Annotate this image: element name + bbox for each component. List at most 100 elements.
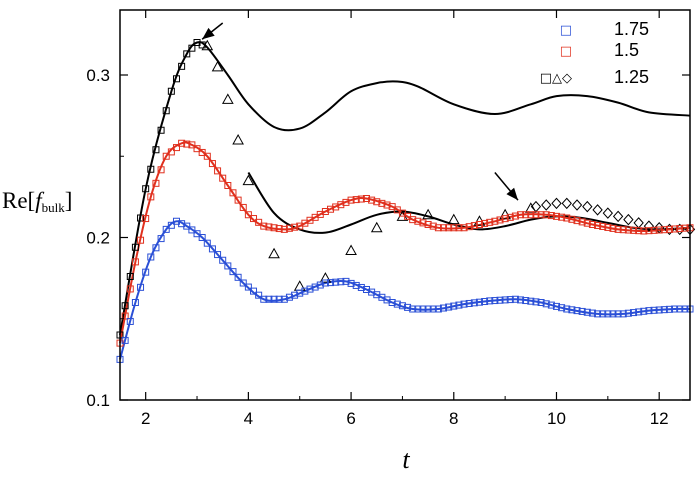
marker-1-5 (588, 221, 596, 228)
marker-1-5 (460, 224, 468, 232)
marker-1-25-lower-branch (643, 220, 655, 232)
marker-1-75 (347, 279, 355, 287)
marker-1-75 (316, 281, 324, 289)
marker-1-75 (301, 287, 309, 295)
marker-1-5 (455, 224, 463, 232)
marker-1-75 (655, 306, 663, 314)
marker-1-75 (131, 299, 139, 306)
x-tick-label: 12 (650, 409, 669, 428)
marker-1-5 (131, 258, 139, 266)
marker-1-5 (573, 217, 581, 225)
marker-1-75 (291, 291, 299, 299)
marker-1-5 (137, 236, 145, 244)
marker-1-5 (655, 226, 663, 234)
marker-1-5 (352, 196, 360, 204)
x-tick-label: 6 (346, 409, 355, 428)
marker-1-5 (676, 225, 684, 233)
marker-1-25-lower-branch (582, 200, 593, 213)
marker-1-5 (357, 195, 365, 203)
y-tick-label: 0.3 (86, 66, 110, 85)
marker-1-5 (142, 215, 150, 223)
marker-1-75 (542, 300, 550, 308)
marker-1-25-lower-branch (571, 199, 583, 211)
marker-1-75 (552, 302, 560, 310)
marker-1-5 (414, 217, 422, 225)
marker-1-75 (137, 283, 145, 291)
marker-1-5 (624, 226, 632, 234)
marker-1-5 (291, 223, 299, 231)
marker-1-5 (342, 198, 350, 206)
marker-1-75 (357, 283, 365, 291)
marker-1-75 (167, 221, 175, 229)
marker-1-75 (424, 305, 432, 313)
marker-1-75 (501, 296, 509, 304)
marker-1-5 (552, 212, 560, 220)
marker-1-5 (362, 195, 370, 202)
marker-1-75 (496, 296, 504, 304)
marker-1-75 (676, 305, 684, 313)
marker-1-75 (260, 295, 268, 303)
marker-1-5 (229, 189, 237, 197)
marker-1-5 (665, 225, 673, 233)
marker-1-75 (486, 297, 494, 305)
marker-1-5 (506, 213, 514, 221)
marker-1-75 (162, 225, 170, 233)
marker-1-5 (583, 219, 591, 227)
marker-1-25 (142, 185, 150, 193)
marker-1-5 (409, 216, 417, 224)
marker-1-25-lower-branch (561, 197, 572, 210)
marker-1-5 (640, 227, 648, 235)
marker-1-25 (167, 87, 175, 95)
marker-1-25 (172, 75, 180, 83)
marker-1-5 (630, 226, 638, 234)
marker-1-5 (373, 198, 381, 206)
marker-1-75 (630, 309, 638, 317)
marker-1-75 (219, 256, 227, 264)
marker-1-75 (419, 305, 427, 313)
legend-marker-0: □ (560, 23, 572, 38)
marker-1-25-lower-branch (551, 197, 562, 210)
marker-1-75 (208, 245, 216, 253)
marker-1-75 (537, 299, 545, 306)
marker-1-25-lower-branch (602, 207, 614, 219)
marker-1-75 (681, 305, 689, 313)
marker-1-75 (635, 308, 643, 316)
marker-1-5 (465, 223, 473, 231)
marker-1-5 (172, 144, 180, 152)
marker-1-25-restart (370, 221, 383, 233)
marker-1-5 (429, 222, 437, 230)
marker-1-5 (445, 224, 453, 232)
marker-1-25-restart (242, 174, 255, 186)
marker-1-75 (573, 307, 581, 315)
marker-1-5 (568, 215, 576, 223)
marker-1-5 (208, 160, 216, 168)
marker-1-75 (440, 304, 448, 312)
marker-1-75 (142, 268, 150, 276)
marker-1-5 (604, 223, 612, 231)
x-tick-label: 10 (547, 409, 566, 428)
marker-1-75 (470, 299, 478, 307)
marker-1-75 (547, 301, 555, 309)
marker-1-25 (131, 243, 139, 251)
marker-1-75 (558, 304, 566, 312)
marker-1-5 (239, 203, 247, 211)
marker-1-75 (455, 301, 463, 309)
marker-1-75 (645, 307, 653, 315)
marker-1-75 (532, 298, 540, 306)
marker-1-75 (250, 287, 258, 295)
marker-1-25 (178, 62, 186, 70)
marker-1-25 (137, 214, 145, 222)
marker-1-5 (671, 225, 679, 233)
marker-1-5 (660, 226, 668, 234)
legend-label-0: 1.75 (614, 19, 649, 39)
marker-1-5 (424, 221, 432, 228)
y-axis-title-prefix: Re[ (2, 188, 36, 213)
marker-1-5 (265, 223, 273, 231)
marker-1-75 (465, 299, 473, 307)
marker-1-75 (178, 220, 186, 228)
marker-1-5 (121, 312, 129, 320)
marker-1-75 (475, 298, 483, 306)
marker-1-75 (563, 305, 571, 313)
marker-1-75 (671, 305, 679, 313)
